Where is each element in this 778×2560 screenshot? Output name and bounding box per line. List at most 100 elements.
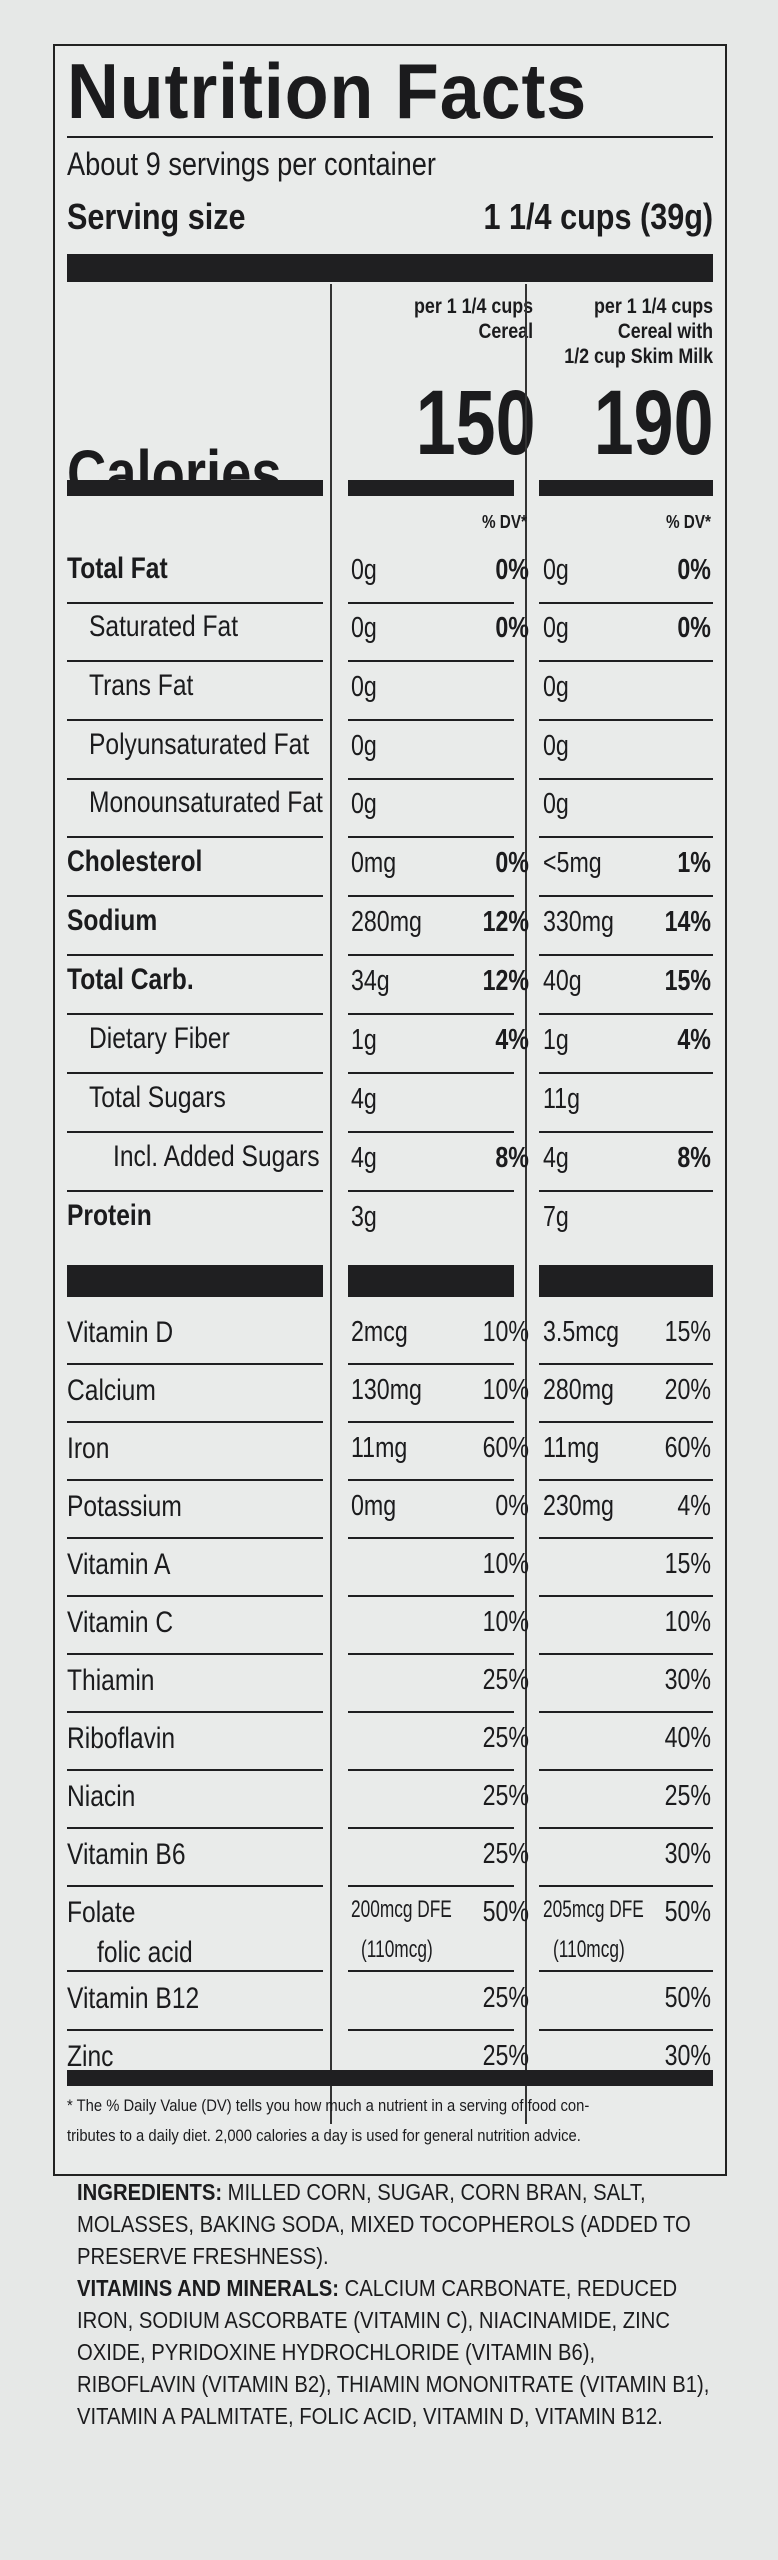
calories-col1: 150 bbox=[415, 372, 535, 474]
nutrient-name: Polyunsaturated Fat bbox=[89, 728, 310, 761]
nutrient-amount-col2: 0g bbox=[543, 554, 569, 586]
row-divider bbox=[67, 1769, 323, 1771]
row-divider bbox=[539, 1013, 713, 1015]
vitamin-dv-col2: 20% bbox=[664, 1374, 711, 1406]
row-divider bbox=[539, 660, 713, 662]
row-divider bbox=[539, 1595, 713, 1597]
nutrient-name: Dietary Fiber bbox=[89, 1022, 230, 1055]
row-divider bbox=[67, 2029, 323, 2031]
nutrient-amount-col2: 7g bbox=[543, 1201, 569, 1233]
ingredients-block: INGREDIENTS: MILLED CORN, SUGAR, CORN BR… bbox=[77, 2176, 711, 2432]
row-divider bbox=[67, 1970, 323, 1972]
row-divider bbox=[348, 895, 514, 897]
row-divider bbox=[539, 1970, 713, 1972]
dv-header-col2: % DV* bbox=[665, 512, 711, 532]
vitamin-dv-col1: 25% bbox=[482, 1982, 529, 2014]
vitamin-dv-col2: 15% bbox=[664, 1548, 711, 1580]
vitamin-amount-col1: 200mcg DFE bbox=[351, 1896, 452, 1923]
row-divider bbox=[348, 836, 514, 838]
row-divider bbox=[67, 954, 323, 956]
vitamin-subname: folic acid bbox=[97, 1936, 193, 1969]
row-divider bbox=[67, 1479, 323, 1481]
vitamin-name: Folate bbox=[67, 1896, 136, 1929]
row-divider bbox=[539, 1711, 713, 1713]
row-divider bbox=[67, 1827, 323, 1829]
calories-col2: 190 bbox=[593, 372, 713, 474]
row-divider bbox=[539, 1537, 713, 1539]
nutrient-name: Monounsaturated Fat bbox=[89, 786, 323, 819]
row-divider bbox=[348, 1537, 514, 1539]
nutrient-dv-col1: 4% bbox=[495, 1024, 529, 1056]
nutrient-amount-col2: 0g bbox=[543, 612, 569, 644]
nutrient-amount-col1: 4g bbox=[351, 1083, 377, 1115]
row-divider bbox=[348, 719, 514, 721]
vitamin-dv-col1: 25% bbox=[482, 1722, 529, 1754]
vitamin-dv-col2: 30% bbox=[664, 1838, 711, 1870]
nutrient-name: Incl. Added Sugars bbox=[113, 1140, 320, 1173]
row-divider bbox=[539, 954, 713, 956]
row-divider bbox=[67, 778, 323, 780]
vitamin-amount-col2: 280mg bbox=[543, 1374, 614, 1406]
row-divider bbox=[348, 1769, 514, 1771]
calories-bar-col2 bbox=[539, 480, 713, 496]
row-divider bbox=[539, 1479, 713, 1481]
nutrient-amount-col2: 330mg bbox=[543, 906, 614, 938]
vitamin-amount-col2: 11mg bbox=[543, 1432, 600, 1464]
vitamin-dv-col1: 25% bbox=[482, 1664, 529, 1696]
dv-header-col1: % DV* bbox=[481, 512, 527, 532]
col2-header: per 1 1/4 cups Cereal with 1/2 cup Skim Mi… bbox=[564, 295, 713, 368]
row-divider bbox=[348, 1595, 514, 1597]
row-divider bbox=[539, 778, 713, 780]
vitamin-amount-col2: 230mg bbox=[543, 1490, 614, 1522]
vitamin-name: Potassium bbox=[67, 1490, 182, 1523]
row-divider bbox=[67, 1363, 323, 1365]
row-divider bbox=[348, 1653, 514, 1655]
row-divider bbox=[539, 1421, 713, 1423]
nutrient-amount-col2: 0g bbox=[543, 788, 569, 820]
row-divider bbox=[348, 1479, 514, 1481]
vitamin-name: Zinc bbox=[67, 2040, 114, 2073]
vitamin-amount-col1: 11mg bbox=[351, 1432, 408, 1464]
row-divider bbox=[67, 1013, 323, 1015]
footnote-bar bbox=[67, 2070, 713, 2086]
row-divider bbox=[348, 1190, 514, 1192]
nutrient-amount-col1: 0mg bbox=[351, 847, 397, 879]
vitamin-dv-col1: 10% bbox=[482, 1606, 529, 1638]
nutrient-dv-col2: 8% bbox=[677, 1142, 711, 1174]
nutrient-name: Trans Fat bbox=[89, 669, 194, 702]
nutrient-dv-col1: 0% bbox=[495, 612, 529, 644]
row-divider bbox=[348, 1711, 514, 1713]
nutrient-amount-col2: 0g bbox=[543, 730, 569, 762]
calories-bar-col1 bbox=[348, 480, 514, 496]
row-divider bbox=[539, 1190, 713, 1192]
row-divider bbox=[348, 1827, 514, 1829]
vitamin-name: Vitamin B6 bbox=[67, 1838, 186, 1871]
label-title: Nutrition Facts bbox=[67, 47, 588, 135]
vitamin-name: Vitamin A bbox=[67, 1548, 171, 1581]
row-divider bbox=[539, 1653, 713, 1655]
nutrient-amount-col2: 11g bbox=[543, 1083, 580, 1115]
nutrient-amount-col1: 1g bbox=[351, 1024, 377, 1056]
nutrient-name: Total Sugars bbox=[89, 1081, 226, 1114]
nutrient-amount-col1: 280mg bbox=[351, 906, 422, 938]
vitamin-name: Iron bbox=[67, 1432, 110, 1465]
calories-bar-left bbox=[67, 480, 323, 496]
nutrient-dv-col2: 15% bbox=[664, 965, 711, 997]
row-divider bbox=[539, 719, 713, 721]
row-divider bbox=[67, 895, 323, 897]
serving-size-label: Serving size bbox=[67, 196, 246, 237]
vitamin-amount-col1: 2mcg bbox=[351, 1316, 408, 1348]
row-divider bbox=[348, 1131, 514, 1133]
servings-per-container: About 9 servings per container bbox=[67, 146, 436, 182]
nutrient-amount-col2: <5mg bbox=[543, 847, 602, 879]
row-divider bbox=[348, 1072, 514, 1074]
nutrient-amount-col2: 0g bbox=[543, 671, 569, 703]
row-divider bbox=[67, 1595, 323, 1597]
row-divider bbox=[539, 1827, 713, 1829]
nutrient-dv-col1: 12% bbox=[482, 965, 529, 997]
row-divider bbox=[539, 1072, 713, 1074]
nutrient-amount-col1: 4g bbox=[351, 1142, 377, 1174]
vitamin-dv-col1: 0% bbox=[495, 1490, 529, 1522]
vitamin-dv-col1: 25% bbox=[482, 1780, 529, 1812]
nutrient-name: Saturated Fat bbox=[89, 610, 239, 643]
